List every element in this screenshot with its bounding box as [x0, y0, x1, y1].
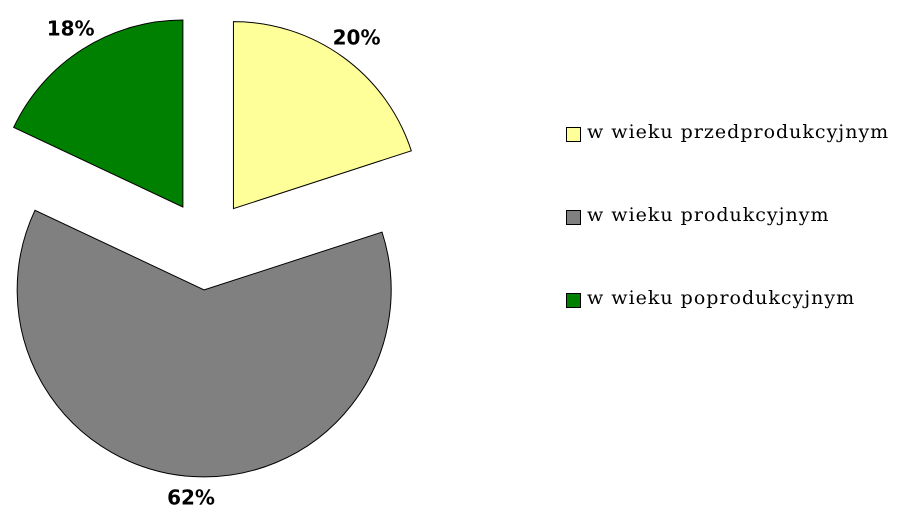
chart: 20% 62% 18% [13, 17, 412, 509]
legend-item: w wieku poprodukcyjnym [566, 287, 924, 371]
legend-swatch [566, 127, 581, 142]
legend-swatch [566, 210, 581, 225]
data-label: 18% [47, 17, 95, 41]
data-label: 20% [333, 26, 381, 50]
legend-label: w wieku przedprodukcyjnym [587, 121, 890, 143]
pie-slice [232, 21, 412, 210]
pie-slice [16, 209, 392, 478]
legend-item: w wieku produkcyjnym [566, 204, 924, 288]
pie-slice [13, 19, 184, 208]
legend-label: w wieku produkcyjnym [587, 204, 830, 226]
legend-swatch [566, 293, 581, 308]
legend-item: w wieku przedprodukcyjnym [566, 121, 924, 205]
legend-label: w wieku poprodukcyjnym [587, 287, 856, 309]
data-label: 62% [167, 485, 215, 509]
legend: w wieku przedprodukcyjnym w wieku produkc… [566, 121, 924, 371]
